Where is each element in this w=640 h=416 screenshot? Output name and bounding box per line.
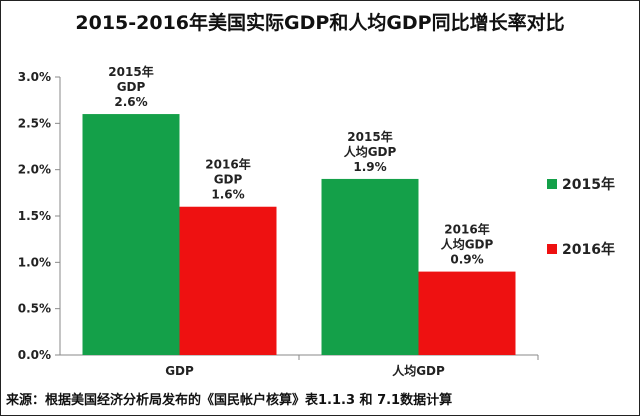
legend-swatch bbox=[547, 179, 557, 189]
data-label: 2015年 bbox=[108, 64, 153, 79]
legend-label: 2016年 bbox=[562, 241, 615, 258]
data-label: 1.6% bbox=[211, 188, 244, 202]
bar bbox=[321, 178, 419, 355]
y-tick-label: 1.0% bbox=[18, 255, 51, 269]
y-tick-label: 0.0% bbox=[18, 348, 51, 362]
chart-title: 2015-2016年美国实际GDP和人均GDP同比增长率对比 bbox=[75, 12, 565, 34]
data-label: 2.6% bbox=[114, 95, 147, 109]
bar bbox=[418, 271, 516, 355]
source-note: 来源：根据美国经济分析局发布的《国民帐户核算》表1.1.3 和 7.1数据计算 bbox=[6, 393, 453, 408]
legend-label: 2015年 bbox=[562, 176, 615, 193]
data-label: 人均GDP bbox=[344, 144, 397, 159]
data-label: 人均GDP bbox=[441, 237, 494, 252]
data-label: 2015年 bbox=[347, 129, 392, 144]
data-label: 2016年 bbox=[444, 222, 489, 237]
data-label: GDP bbox=[214, 173, 243, 187]
data-label: 0.9% bbox=[450, 253, 483, 267]
bar bbox=[82, 114, 180, 355]
y-tick-label: 1.5% bbox=[18, 209, 51, 223]
y-tick-label: 3.0% bbox=[18, 70, 51, 84]
y-tick-label: 0.5% bbox=[18, 302, 51, 316]
data-label: 2016年 bbox=[205, 157, 250, 172]
legend-swatch bbox=[547, 244, 557, 254]
x-tick-label: 人均GDP bbox=[392, 363, 445, 378]
data-label: 1.9% bbox=[353, 160, 386, 174]
x-tick-label: GDP bbox=[165, 364, 194, 378]
y-tick-label: 2.5% bbox=[18, 116, 51, 130]
y-tick-label: 2.0% bbox=[18, 163, 51, 177]
data-label: GDP bbox=[117, 80, 146, 94]
bar bbox=[179, 206, 277, 355]
